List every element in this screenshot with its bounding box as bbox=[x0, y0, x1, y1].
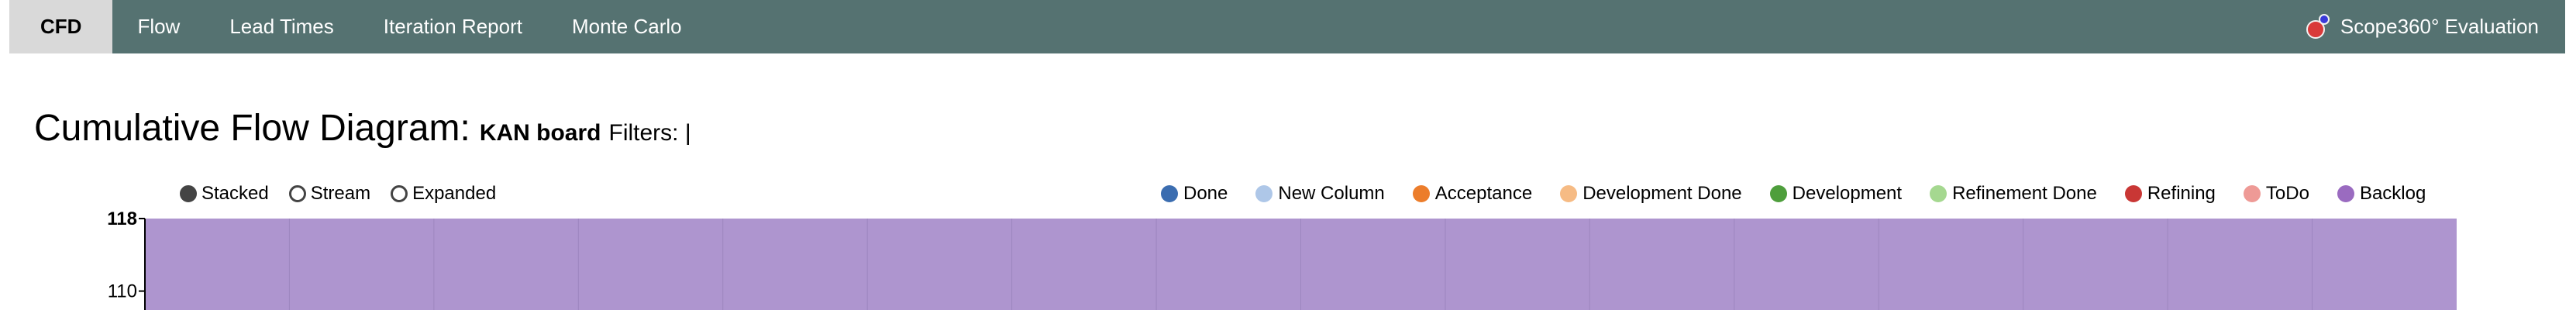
legend-label: ToDo bbox=[2265, 183, 2309, 204]
y-tick-label: 110 bbox=[108, 281, 137, 302]
legend-label: Backlog bbox=[2359, 183, 2426, 204]
legend-dot-icon bbox=[1769, 185, 1787, 202]
legend-item-new-column[interactable]: New Column bbox=[1255, 183, 1385, 205]
tab-lead-times[interactable]: Lead Times bbox=[229, 15, 334, 38]
legend-item-refinement-done[interactable]: Refinement Done bbox=[1930, 183, 2097, 205]
tab-monte-carlo[interactable]: Monte Carlo bbox=[571, 15, 682, 38]
filters-label[interactable]: Filters: | bbox=[608, 120, 691, 146]
brand-label: Scope360° Evaluation bbox=[2340, 15, 2539, 38]
chart-legend: Done New Column Acceptance Development D… bbox=[1161, 183, 2426, 205]
legend-label: New Column bbox=[1278, 183, 1385, 204]
legend-item-backlog[interactable]: Backlog bbox=[2337, 183, 2426, 205]
legend-label: Development bbox=[1792, 183, 1903, 204]
legend-item-development-done[interactable]: Development Done bbox=[1560, 183, 1742, 205]
legend-item-todo[interactable]: ToDo bbox=[2243, 183, 2309, 205]
top-nav: CFD Flow Lead Times Iteration Report Mon… bbox=[9, 0, 2565, 53]
cfd-chart: 118110100 bbox=[107, 208, 2457, 310]
legend-item-acceptance[interactable]: Acceptance bbox=[1412, 183, 1533, 205]
board-name: KAN board bbox=[479, 120, 601, 146]
legend-label: Refining bbox=[2147, 183, 2216, 204]
radio-unselected-icon[interactable] bbox=[391, 185, 408, 202]
legend-label: Acceptance bbox=[1434, 183, 1533, 204]
legend-dot-icon bbox=[1255, 185, 1273, 202]
mode-stacked-label: Stacked bbox=[201, 183, 269, 204]
legend-dot-icon bbox=[1161, 185, 1178, 202]
page-title: Cumulative Flow Diagram: KAN board Filte… bbox=[34, 107, 691, 150]
chart-mode-selector: Stacked Stream Expanded bbox=[180, 183, 516, 205]
legend-item-refining[interactable]: Refining bbox=[2124, 183, 2216, 205]
legend-dot-icon bbox=[1412, 185, 1430, 202]
tab-flow[interactable]: Flow bbox=[137, 15, 181, 38]
legend-dot-icon bbox=[2124, 185, 2142, 202]
y-tick-label: 118 bbox=[107, 208, 137, 229]
mode-expanded[interactable]: Expanded bbox=[391, 183, 496, 205]
radio-selected-icon[interactable] bbox=[180, 185, 197, 202]
mode-stream-label: Stream bbox=[310, 183, 371, 204]
legend-item-done[interactable]: Done bbox=[1161, 183, 1228, 205]
legend-label: Done bbox=[1183, 183, 1228, 204]
legend-item-development[interactable]: Development bbox=[1769, 183, 1903, 205]
legend-label: Development Done bbox=[1582, 183, 1742, 204]
tab-cfd[interactable]: CFD bbox=[9, 0, 113, 53]
radio-unselected-icon[interactable] bbox=[288, 185, 306, 202]
legend-dot-icon bbox=[1560, 185, 1578, 202]
mode-stream[interactable]: Stream bbox=[288, 183, 371, 205]
legend-dot-icon bbox=[2337, 185, 2354, 202]
legend-label: Refinement Done bbox=[1952, 183, 2097, 204]
page-title-text: Cumulative Flow Diagram: bbox=[34, 108, 470, 149]
mode-stacked[interactable]: Stacked bbox=[180, 183, 269, 205]
brand-logo-icon bbox=[2305, 13, 2331, 40]
mode-expanded-label: Expanded bbox=[412, 183, 497, 204]
brand[interactable]: Scope360° Evaluation bbox=[2305, 13, 2565, 40]
legend-dot-icon bbox=[1930, 185, 1947, 202]
tab-iteration-report[interactable]: Iteration Report bbox=[383, 15, 522, 38]
legend-dot-icon bbox=[2243, 185, 2261, 202]
